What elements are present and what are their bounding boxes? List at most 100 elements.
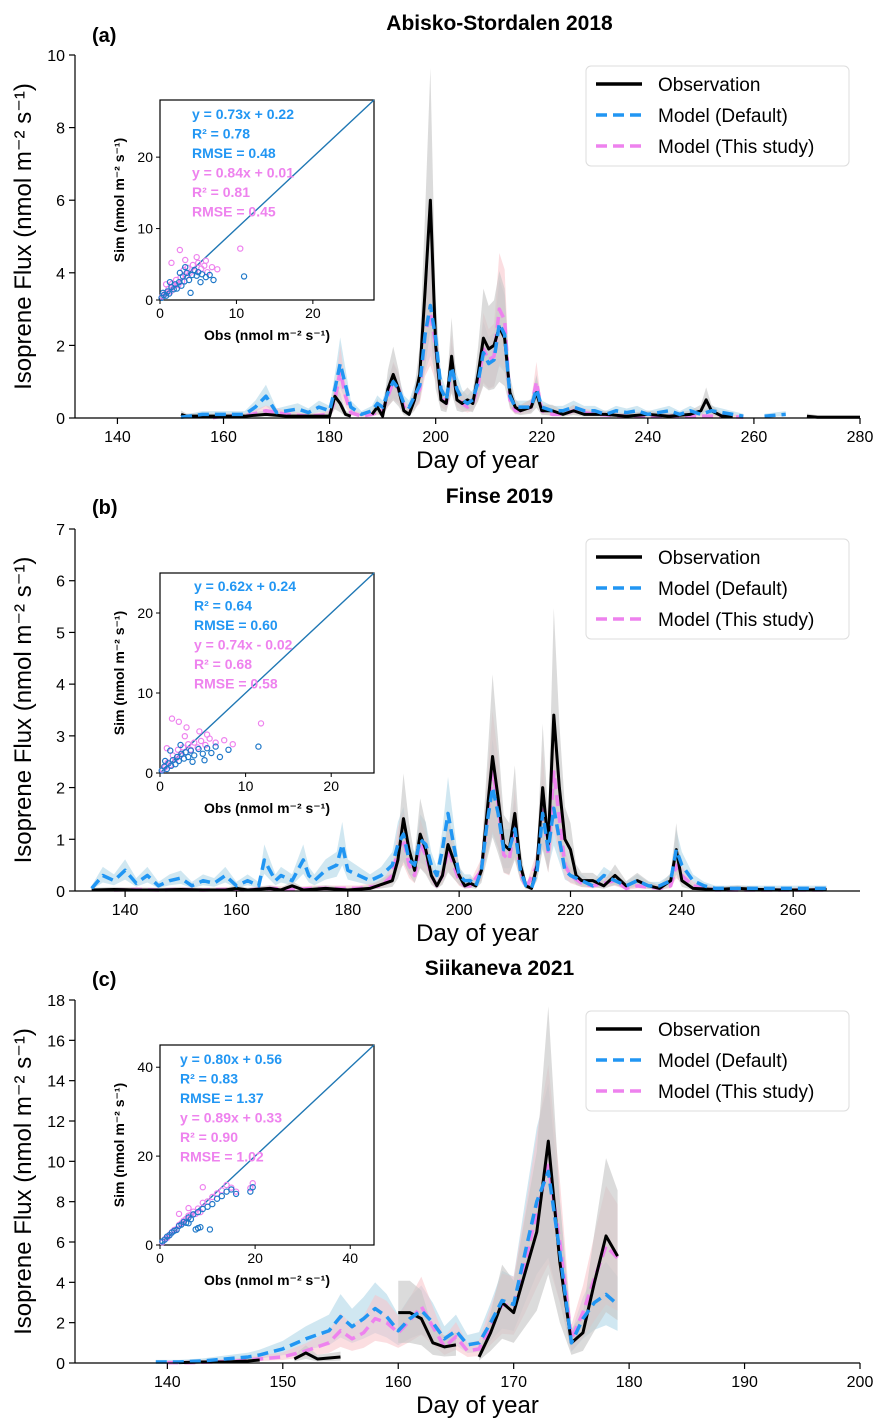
scatter-point-this-study — [196, 728, 203, 735]
scatter-point-default — [249, 1184, 256, 1191]
one-to-one-line — [159, 99, 375, 301]
scatter-point-this-study — [168, 259, 175, 267]
x-tick-label: 200 — [422, 429, 449, 446]
scatter-point-default — [206, 271, 213, 279]
y-tick-label: 10 — [47, 1154, 65, 1171]
scatter-point-this-study — [249, 1180, 256, 1187]
scatter-point-this-study — [203, 731, 211, 738]
legend: Observation Model (Default) Model (This st… — [585, 65, 850, 167]
x-axis-label: Day of year — [416, 1392, 539, 1418]
inset-x-tick-label: 10 — [238, 778, 254, 794]
x-tick-label: 140 — [112, 902, 139, 919]
x-tick-label: 220 — [528, 429, 555, 446]
panel-label: (a) — [92, 25, 116, 47]
x-tick-label: 160 — [223, 902, 250, 919]
stat-this-study: y = 0.74x - 0.02 — [194, 637, 293, 653]
scatter-point-this-study — [175, 1210, 183, 1218]
x-tick-label: 180 — [616, 1374, 643, 1391]
series-line — [90, 785, 827, 891]
scatter-point-default — [194, 1224, 202, 1232]
y-tick-label: 14 — [47, 1074, 65, 1091]
scatter-point-default — [232, 1190, 240, 1198]
scatter-point-this-study — [176, 246, 184, 254]
legend-entry: Model (Default) — [658, 106, 788, 127]
x-tick-label: 260 — [741, 429, 768, 446]
scatter-point-default — [167, 747, 174, 754]
inset-y-tick-label: 20 — [137, 605, 153, 621]
scatter-point-this-study — [183, 724, 190, 731]
y-axis-label: Isoprene Flux (nmol m⁻² s⁻¹) — [10, 83, 37, 390]
panel-3: Siikaneva 2021(c)140 150 160 170 180 190 20002… — [10, 957, 873, 1418]
panel-label: (c) — [92, 969, 116, 991]
scatter-point-this-study — [202, 257, 210, 264]
x-axis-label: Day of year — [416, 920, 539, 947]
inset-x-tick-label: 0 — [156, 305, 164, 321]
y-tick-label: 6 — [56, 1235, 65, 1252]
scatter-point-this-study — [185, 1204, 192, 1212]
scatter-point-this-study — [175, 281, 182, 289]
scatter-point-default — [175, 757, 183, 765]
scatter-point-this-study — [168, 715, 176, 722]
inset-scatter: 00 10 10 20 20 Obs (nmol m⁻² s⁻¹) Sim (nmol m⁻… — [111, 99, 375, 343]
y-tick-label: 0 — [56, 411, 65, 428]
inset-y-tick-label: 0 — [145, 1237, 153, 1253]
x-tick-label: 180 — [334, 902, 361, 919]
scatter-point-default — [199, 750, 206, 758]
scatter-point-default — [189, 758, 196, 766]
scatter-point-default — [161, 757, 169, 765]
y-tick-label: 3 — [56, 729, 65, 746]
inset-y-label: Sim (nmol m⁻² s⁻¹) — [111, 611, 127, 735]
scatter-point-default — [225, 746, 232, 754]
inset-x-tick-label: 20 — [247, 1250, 263, 1266]
y-tick-label: 16 — [47, 1033, 65, 1050]
scatter-point-default — [197, 278, 204, 286]
stat-this-study: y = 0.89x + 0.33 — [180, 1110, 282, 1126]
scatter-point-default — [228, 1186, 235, 1193]
scatter-point-default — [177, 741, 184, 749]
scatter-point-default — [210, 276, 217, 284]
y-tick-label: 4 — [56, 1275, 65, 1292]
scatter-point-this-study — [223, 1181, 230, 1189]
y-tick-label: 4 — [56, 677, 65, 694]
scatter-point-default — [159, 289, 167, 297]
scatter-point-default — [165, 290, 173, 297]
inset-scatter: 00 10 10 20 20 Obs (nmol m⁻² s⁻¹) Sim (nmol m⁻… — [111, 572, 375, 816]
stat-default: y = 0.62x + 0.24 — [194, 578, 296, 594]
scatter-point-default — [209, 1200, 216, 1208]
legend-box — [585, 1010, 850, 1112]
series-line — [806, 414, 860, 419]
scatter-point-default — [195, 745, 202, 753]
scatter-point-default — [178, 282, 185, 289]
y-tick-label: 2 — [56, 338, 65, 355]
y-tick-label: 2 — [56, 781, 65, 798]
y-axis-label: Isoprene Flux (nmol m⁻² s⁻¹) — [10, 557, 37, 864]
stat-this-study: R² = 0.90 — [180, 1129, 238, 1145]
inset-y-label: Sim (nmol m⁻² s⁻¹) — [111, 1083, 127, 1207]
panel-title: Siikaneva 2021 — [425, 957, 575, 980]
panel-label: (b) — [92, 497, 118, 519]
legend: Observation Model (Default) Model (This st… — [585, 1010, 850, 1112]
x-tick-label: 160 — [210, 429, 237, 446]
scatter-point-this-study — [202, 741, 209, 749]
x-tick-label: 140 — [154, 1374, 181, 1391]
scatter-point-default — [208, 749, 215, 757]
panel-1: Abisko-Stordalen 2018(a)140 160 180 200 220 2… — [10, 12, 873, 474]
y-tick-label: 4 — [56, 266, 65, 283]
scatter-point-this-study — [197, 737, 205, 745]
stat-this-study: RMSE = 0.45 — [192, 204, 276, 220]
inset-x-tick-label: 0 — [156, 778, 164, 794]
y-tick-label: 18 — [47, 993, 65, 1010]
stat-this-study: RMSE = 1.02 — [180, 1149, 264, 1165]
scatter-point-default — [176, 269, 184, 277]
inset-y-label: Sim (nmol m⁻² s⁻¹) — [111, 138, 127, 262]
y-tick-label: 8 — [56, 1195, 65, 1212]
inset-y-tick-label: 0 — [145, 765, 153, 781]
scatter-point-default — [183, 269, 190, 277]
series-line — [370, 198, 733, 418]
x-tick-label: 190 — [731, 1374, 758, 1391]
scatter-point-this-study — [175, 718, 183, 726]
one-to-one-line — [159, 572, 375, 774]
scatter-point-this-study — [193, 253, 200, 261]
scatter-point-this-study — [191, 739, 198, 746]
inset-x-label: Obs (nmol m⁻² s⁻¹) — [204, 327, 330, 343]
